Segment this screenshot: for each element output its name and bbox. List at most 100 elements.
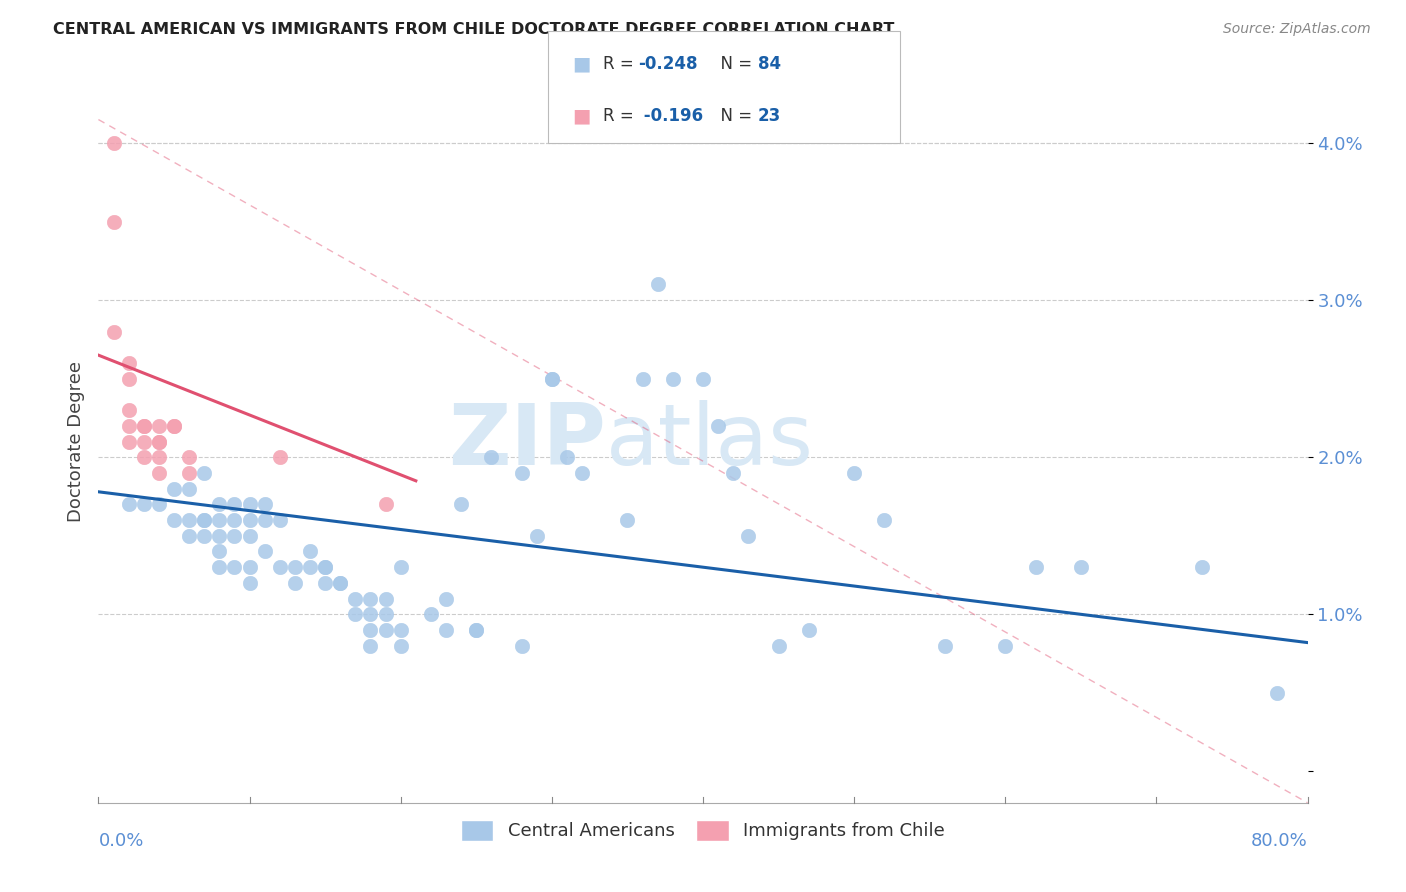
Text: -0.196: -0.196 xyxy=(638,107,703,125)
Point xyxy=(163,418,186,433)
Point xyxy=(994,639,1017,653)
Point xyxy=(631,372,654,386)
Point xyxy=(118,434,141,449)
Point xyxy=(526,529,548,543)
Point xyxy=(193,529,215,543)
Point xyxy=(360,623,382,637)
Point xyxy=(239,513,262,527)
Point xyxy=(224,497,246,511)
Point xyxy=(707,418,730,433)
Point xyxy=(465,623,488,637)
Point xyxy=(768,639,790,653)
Point xyxy=(163,513,186,527)
Point xyxy=(571,466,593,480)
Point xyxy=(540,372,562,386)
Point xyxy=(253,544,276,558)
Point xyxy=(208,544,231,558)
Text: ■: ■ xyxy=(572,55,591,74)
Point xyxy=(329,575,352,590)
Point xyxy=(1191,560,1213,574)
Point xyxy=(481,450,503,465)
Text: CENTRAL AMERICAN VS IMMIGRANTS FROM CHILE DOCTORATE DEGREE CORRELATION CHART: CENTRAL AMERICAN VS IMMIGRANTS FROM CHIL… xyxy=(53,22,894,37)
Text: atlas: atlas xyxy=(606,400,814,483)
Text: N =: N = xyxy=(710,107,758,125)
Point xyxy=(389,639,412,653)
Point xyxy=(723,466,745,480)
Point xyxy=(374,607,396,622)
Point xyxy=(193,466,215,480)
Point xyxy=(103,214,125,228)
Point xyxy=(374,591,396,606)
Point xyxy=(179,450,201,465)
Point xyxy=(208,497,231,511)
Point xyxy=(314,575,336,590)
Point xyxy=(132,497,155,511)
Point xyxy=(360,639,382,653)
Point xyxy=(299,544,322,558)
Text: -0.248: -0.248 xyxy=(638,55,697,73)
Point xyxy=(118,497,141,511)
Point xyxy=(420,607,443,622)
Point xyxy=(374,623,396,637)
Point xyxy=(661,372,683,386)
Text: R =: R = xyxy=(603,55,640,73)
Point xyxy=(239,575,262,590)
Point xyxy=(510,466,533,480)
Point xyxy=(193,513,215,527)
Point xyxy=(224,529,246,543)
Legend: Central Americans, Immigrants from Chile: Central Americans, Immigrants from Chile xyxy=(454,813,952,848)
Point xyxy=(148,466,170,480)
Text: 23: 23 xyxy=(758,107,782,125)
Point xyxy=(253,497,276,511)
Point xyxy=(873,513,896,527)
Point xyxy=(179,482,201,496)
Text: 0.0%: 0.0% xyxy=(98,831,143,850)
Point xyxy=(329,575,352,590)
Point xyxy=(299,560,322,574)
Point xyxy=(239,497,262,511)
Point xyxy=(132,418,155,433)
Point xyxy=(314,560,336,574)
Point xyxy=(269,450,291,465)
Point xyxy=(239,529,262,543)
Point xyxy=(132,418,155,433)
Point xyxy=(163,482,186,496)
Point xyxy=(647,277,669,292)
Point xyxy=(208,560,231,574)
Point xyxy=(118,356,141,370)
Point xyxy=(118,403,141,417)
Point xyxy=(1024,560,1046,574)
Point xyxy=(434,591,457,606)
Point xyxy=(148,418,170,433)
Text: ■: ■ xyxy=(572,106,591,125)
Point xyxy=(465,623,488,637)
Point xyxy=(148,434,170,449)
Point xyxy=(193,513,215,527)
Point xyxy=(1070,560,1092,574)
Point xyxy=(934,639,956,653)
Point xyxy=(360,591,382,606)
Point xyxy=(269,513,291,527)
Point xyxy=(360,607,382,622)
Point xyxy=(239,560,262,574)
Point xyxy=(103,325,125,339)
Y-axis label: Doctorate Degree: Doctorate Degree xyxy=(66,361,84,522)
Text: 84: 84 xyxy=(758,55,780,73)
Point xyxy=(253,513,276,527)
Point xyxy=(148,450,170,465)
Point xyxy=(540,372,562,386)
Point xyxy=(344,607,367,622)
Point xyxy=(179,513,201,527)
Point xyxy=(179,466,201,480)
Text: R =: R = xyxy=(603,107,640,125)
Point xyxy=(269,560,291,574)
Point xyxy=(450,497,472,511)
Point xyxy=(616,513,638,527)
Point xyxy=(163,418,186,433)
Point xyxy=(555,450,578,465)
Point xyxy=(224,513,246,527)
Point xyxy=(374,497,396,511)
Point xyxy=(344,591,367,606)
Text: ZIP: ZIP xyxy=(449,400,606,483)
Text: N =: N = xyxy=(710,55,758,73)
